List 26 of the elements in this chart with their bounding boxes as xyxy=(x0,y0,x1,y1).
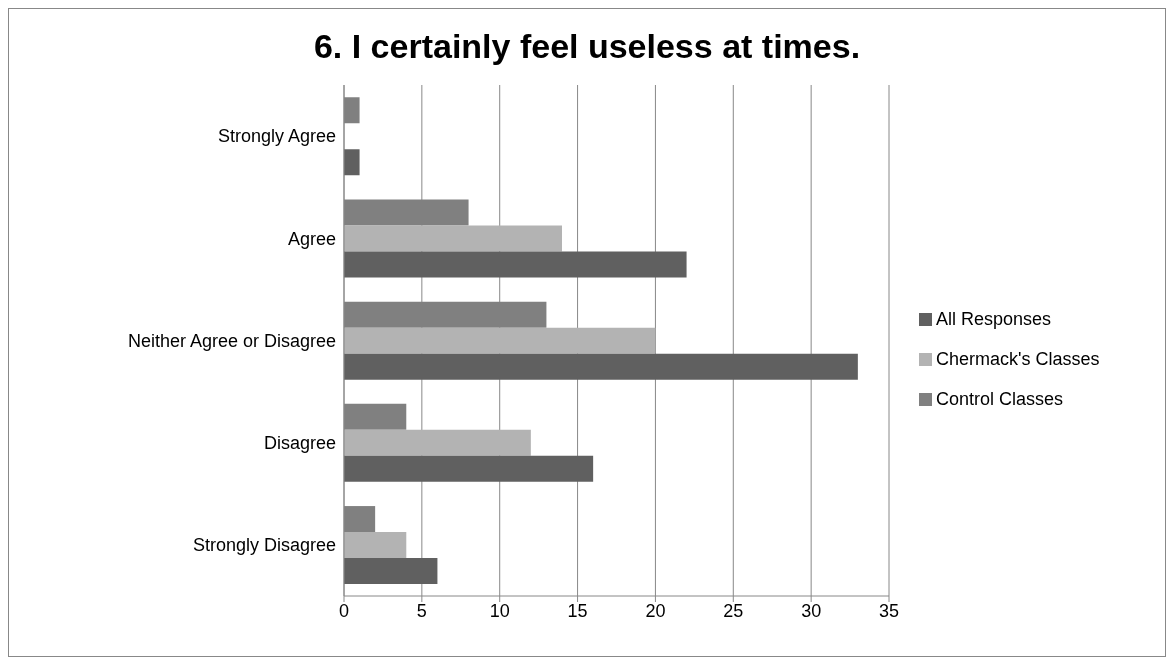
x-tick-label: 10 xyxy=(489,600,510,621)
y-tick-label: Neither Agree or Disagree xyxy=(127,330,336,351)
bar xyxy=(344,558,438,585)
legend-label: Control Classes xyxy=(936,388,1064,409)
bar xyxy=(344,532,407,559)
bar xyxy=(344,455,594,482)
x-tick-label: 15 xyxy=(567,600,588,621)
x-tick-label: 25 xyxy=(723,600,744,621)
bar xyxy=(344,353,858,380)
x-tick-label: 5 xyxy=(416,600,427,621)
y-tick-label: Strongly Disagree xyxy=(192,535,336,556)
x-tick-label: 0 xyxy=(338,600,350,621)
x-tick-label: 35 xyxy=(878,600,900,621)
legend-label: All Responses xyxy=(936,308,1052,329)
y-tick-label: Strongly Agree xyxy=(217,126,336,147)
bar xyxy=(344,149,360,176)
legend-label: Chermack's Classes xyxy=(936,348,1100,369)
bar xyxy=(344,327,656,354)
chart-title: 6. I certainly feel useless at times. xyxy=(312,27,862,67)
bar xyxy=(344,251,687,278)
bar xyxy=(344,225,562,252)
y-tick-label: Agree xyxy=(287,228,336,249)
x-tick-label: 30 xyxy=(801,600,822,621)
y-tick-label: Disagree xyxy=(263,433,336,454)
bar xyxy=(344,429,531,456)
x-tick-label: 20 xyxy=(645,600,666,621)
